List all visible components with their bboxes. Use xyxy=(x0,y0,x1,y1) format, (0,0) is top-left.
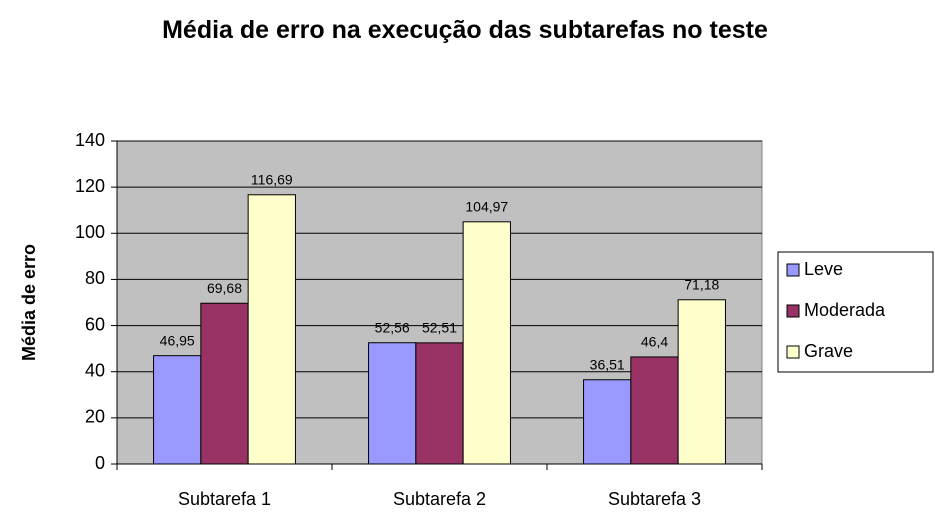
legend-swatch xyxy=(786,304,800,318)
data-label: 69,68 xyxy=(207,280,242,296)
chart-title: Média de erro na execução das subtarefas… xyxy=(162,16,768,44)
y-tick-label: 120 xyxy=(75,176,105,196)
data-label: 36,51 xyxy=(590,356,625,372)
y-tick-label: 80 xyxy=(85,268,105,288)
bar xyxy=(153,355,202,465)
x-tick-label: Subtarefa 2 xyxy=(393,489,486,509)
y-tick-label: 100 xyxy=(75,222,105,242)
y-tick-label: 0 xyxy=(95,453,105,473)
y-tick-label: 40 xyxy=(85,360,105,380)
legend-swatch xyxy=(786,345,800,359)
y-tick-label: 140 xyxy=(75,130,105,150)
data-label: 71,18 xyxy=(684,276,719,292)
bar xyxy=(677,299,726,465)
x-tick-label: Subtarefa 1 xyxy=(178,489,271,509)
legend-label: Leve xyxy=(804,259,843,279)
legend-label: Grave xyxy=(804,341,853,361)
legend-label: Moderada xyxy=(804,300,886,320)
y-axis-label: Média de erro xyxy=(19,244,39,361)
bar xyxy=(415,342,464,465)
bar xyxy=(583,379,632,465)
data-label: 52,56 xyxy=(375,319,410,335)
data-label: 46,95 xyxy=(160,332,195,348)
bar xyxy=(200,302,249,465)
bar xyxy=(462,221,511,465)
bar xyxy=(630,356,679,465)
data-label: 104,97 xyxy=(465,199,508,215)
legend-swatch xyxy=(786,263,800,277)
y-tick-label: 20 xyxy=(85,407,105,427)
bar xyxy=(368,342,417,465)
legend-box xyxy=(777,251,934,373)
data-label: 116,69 xyxy=(251,171,293,187)
data-label: 46,4 xyxy=(641,334,668,350)
y-tick-label: 60 xyxy=(85,314,105,334)
x-tick-label: Subtarefa 3 xyxy=(608,489,701,509)
data-label: 52,51 xyxy=(422,320,457,336)
bar xyxy=(247,194,296,465)
